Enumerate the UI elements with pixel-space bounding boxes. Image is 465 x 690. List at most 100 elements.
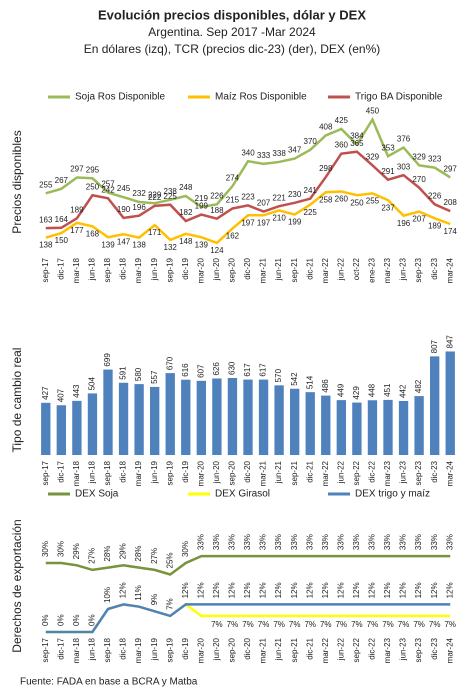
data-label: 30% bbox=[181, 541, 190, 557]
data-label: 12% bbox=[181, 582, 190, 598]
x-tick-label: mar-18 bbox=[72, 257, 81, 283]
data-label: 482 bbox=[414, 379, 423, 393]
bar bbox=[103, 369, 113, 455]
data-label: 323 bbox=[428, 155, 442, 164]
data-label: 177 bbox=[70, 226, 84, 235]
data-label: 241 bbox=[304, 186, 318, 195]
x-tick-label: sep-23 bbox=[414, 257, 423, 282]
data-label: 237 bbox=[381, 203, 395, 212]
data-label: 124 bbox=[210, 246, 224, 255]
bar bbox=[56, 405, 66, 455]
data-label: 267 bbox=[55, 176, 69, 185]
legend-label: Maíz Ros Disponible bbox=[215, 92, 307, 103]
x-tick-label: jun-21 bbox=[274, 460, 283, 484]
bar bbox=[243, 379, 253, 455]
data-label: 238 bbox=[164, 187, 178, 196]
data-label: 182 bbox=[179, 208, 193, 217]
x-tick-label: jun-20 bbox=[212, 257, 221, 281]
data-label: 384 bbox=[350, 132, 364, 141]
data-label: 12% bbox=[445, 582, 454, 598]
bar bbox=[134, 384, 144, 455]
data-label: 329 bbox=[366, 152, 380, 161]
data-label: 376 bbox=[397, 135, 411, 144]
x-tick-label: jun-22 bbox=[336, 460, 345, 484]
data-label: 162 bbox=[226, 232, 240, 241]
data-label: 427 bbox=[41, 386, 50, 400]
x-tick-label: mar-24 bbox=[445, 460, 454, 486]
data-label: 163 bbox=[39, 215, 53, 224]
data-label: 291 bbox=[381, 167, 395, 176]
data-label: 360 bbox=[335, 141, 349, 150]
x-tick-label: sep-23 bbox=[414, 637, 423, 662]
x-tick-label: dic-18 bbox=[119, 257, 128, 279]
data-label: 7% bbox=[336, 620, 348, 629]
bar bbox=[367, 400, 378, 455]
data-label: 443 bbox=[72, 384, 81, 398]
bar bbox=[305, 392, 315, 455]
x-tick-label: sep-20 bbox=[228, 460, 237, 485]
data-label: 270 bbox=[412, 175, 426, 184]
subtitle: Argentina. Sep 2017 -Mar 2024 bbox=[148, 25, 316, 39]
x-tick-label: sep-19 bbox=[165, 460, 174, 485]
x-tick-label: oct-22 bbox=[352, 257, 361, 280]
data-label: 7% bbox=[227, 620, 239, 629]
legend-label: DEX Girasol bbox=[215, 489, 270, 500]
bar bbox=[258, 379, 269, 455]
data-label: 215 bbox=[226, 196, 240, 205]
x-tick-label: dic-23 bbox=[430, 637, 439, 659]
x-tick-label: jun-20 bbox=[212, 460, 221, 484]
x-tick-label: sep-17 bbox=[41, 460, 50, 485]
data-label: 132 bbox=[164, 243, 178, 252]
data-label: 7% bbox=[429, 620, 441, 629]
data-label: 340 bbox=[241, 148, 255, 157]
data-label: 226 bbox=[210, 191, 224, 200]
data-label: 616 bbox=[181, 363, 190, 377]
data-label: 197 bbox=[257, 218, 271, 227]
data-label: 219 bbox=[195, 194, 209, 203]
x-tick-label: dic-20 bbox=[243, 460, 252, 482]
x-tick-label: mar-18 bbox=[72, 460, 81, 486]
data-label: 29% bbox=[72, 543, 81, 559]
x-tick-label: mar-20 bbox=[196, 637, 205, 663]
x-tick-label: dic-23 bbox=[430, 257, 439, 279]
x-tick-label: dic-21 bbox=[305, 257, 314, 279]
data-label: 12% bbox=[290, 582, 299, 598]
bar bbox=[227, 378, 238, 455]
bar bbox=[383, 399, 393, 455]
data-label: 353 bbox=[381, 143, 395, 152]
x-tick-label: mar-24 bbox=[445, 257, 454, 283]
x-tick-label: sep-20 bbox=[228, 257, 237, 282]
bar bbox=[321, 395, 331, 455]
data-label: 10% bbox=[103, 587, 112, 603]
data-label: 847 bbox=[445, 335, 454, 349]
bar bbox=[290, 388, 300, 455]
subtitle: En dólares (izq), TCR (precios dic-23) (… bbox=[84, 42, 381, 56]
data-label: 33% bbox=[274, 534, 283, 550]
x-tick-label: sep-18 bbox=[103, 257, 112, 282]
x-tick-label: jun-21 bbox=[274, 257, 283, 281]
bar bbox=[181, 379, 191, 455]
x-tick-label: sep-23 bbox=[414, 460, 423, 485]
legend-label: DEX Soja bbox=[75, 489, 119, 500]
x-tick-label: mar-20 bbox=[196, 460, 205, 486]
x-tick-label: mar-21 bbox=[259, 257, 268, 283]
data-label: 12% bbox=[228, 582, 237, 598]
data-label: 12% bbox=[243, 582, 252, 598]
data-label: 12% bbox=[321, 582, 330, 598]
data-label: 260 bbox=[335, 195, 349, 204]
data-label: 199 bbox=[195, 202, 209, 211]
data-label: 207 bbox=[257, 199, 271, 208]
data-label: 150 bbox=[55, 236, 69, 245]
bar bbox=[445, 351, 455, 455]
x-tick-label: jun-23 bbox=[399, 257, 408, 281]
bar bbox=[430, 356, 440, 455]
data-label: 25% bbox=[165, 552, 174, 568]
bar bbox=[196, 380, 206, 455]
x-tick-label: dic-17 bbox=[56, 637, 65, 659]
data-label: 347 bbox=[288, 146, 302, 155]
data-label: 12% bbox=[212, 582, 221, 598]
data-label: 0% bbox=[72, 614, 81, 626]
series-line bbox=[45, 116, 451, 209]
bar bbox=[352, 402, 362, 455]
